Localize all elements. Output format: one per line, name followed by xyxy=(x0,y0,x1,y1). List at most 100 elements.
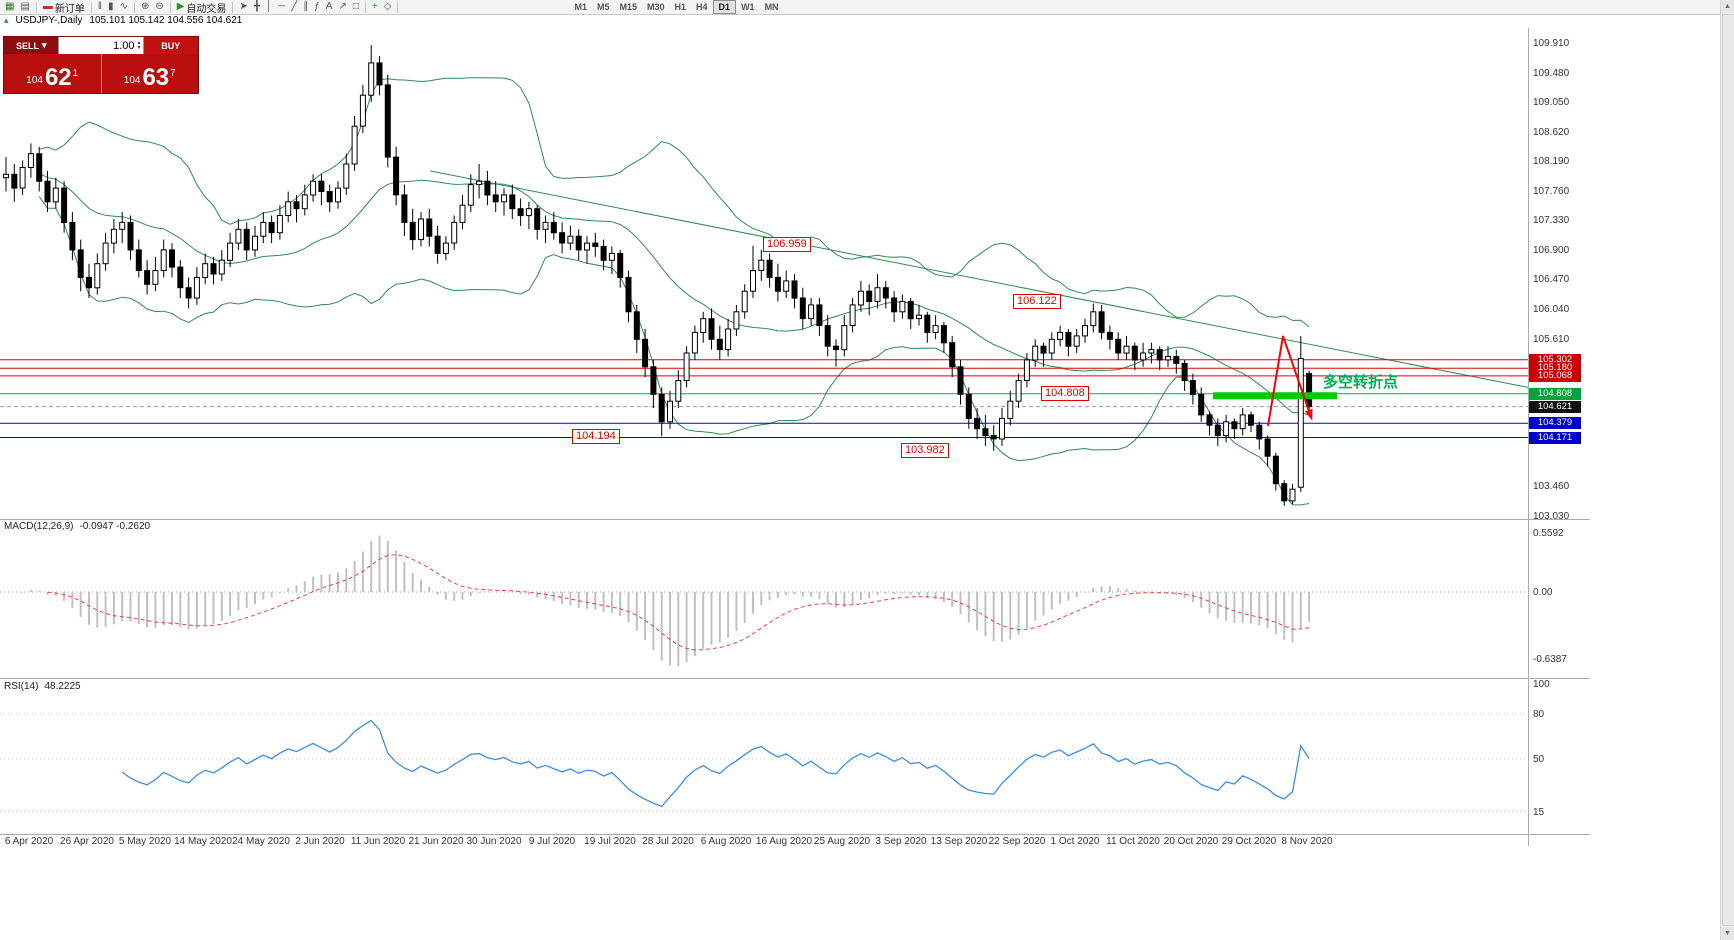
trendline-button[interactable]: ╱ xyxy=(288,1,300,14)
date-axis-label: 28 Jul 2020 xyxy=(642,836,694,847)
bar-chart-button[interactable]: ‖ xyxy=(95,1,105,14)
vertical-line-button[interactable]: │ xyxy=(263,1,275,14)
ask-prefix: 104 xyxy=(123,75,141,86)
vertical-scrollbar[interactable]: ▲ ▼ xyxy=(1720,0,1734,940)
price-axis-label: 109.480 xyxy=(1533,68,1570,79)
rsi-axis-label: 15 xyxy=(1533,807,1545,818)
crosshair-button[interactable]: ╋ xyxy=(251,1,263,14)
shapes-button[interactable]: □ xyxy=(350,1,362,14)
rsi-axis-label: 80 xyxy=(1533,709,1545,720)
trendline-icon: ╱ xyxy=(291,1,298,12)
price-annotation[interactable]: 103.982 xyxy=(901,443,949,458)
timeframe-d1-button[interactable]: D1 xyxy=(712,0,737,14)
horizontal-line-button[interactable]: ─ xyxy=(275,1,288,14)
date-axis-label: 11 Jun 2020 xyxy=(350,836,406,847)
buy-button-label: BUY xyxy=(161,40,181,51)
price-annotation[interactable]: 106.959 xyxy=(763,237,811,252)
new-chart-icon: ▦ xyxy=(5,1,15,12)
buy-button[interactable]: BUY xyxy=(143,37,198,54)
macd-indicator-label: MACD(12,26,9) -0.0947 -0.2620 xyxy=(4,521,150,532)
buy-price-button[interactable]: 104 63 7 xyxy=(101,54,198,93)
panel-separator[interactable] xyxy=(0,678,1590,679)
indicators-icon: + xyxy=(371,1,378,12)
price-axis-label: 109.050 xyxy=(1533,97,1570,108)
trade-panel-top-row: SELL ▾ 1.00 ▴ ▾ BUY xyxy=(4,37,198,54)
bar-chart-icon: ‖ xyxy=(97,1,103,12)
sell-price-button[interactable]: 104 62 1 xyxy=(4,54,102,93)
arrow-tool-button[interactable]: ↗ xyxy=(335,1,349,14)
sell-dropdown-icon: ▾ xyxy=(41,40,47,50)
price-axis-label: 107.760 xyxy=(1533,186,1570,197)
auto-trading-button[interactable]: ▶ 自动交易 xyxy=(174,1,230,15)
timeframe-h1-button[interactable]: H1 xyxy=(674,2,687,12)
price-axis-label: 107.330 xyxy=(1533,215,1570,226)
shapes-icon: □ xyxy=(352,1,359,12)
arrow-tool-icon: ↗ xyxy=(338,1,347,12)
price-annotation[interactable]: 104.808 xyxy=(1041,386,1089,401)
price-axis-label: 108.620 xyxy=(1533,127,1570,138)
timeframe-m30-button[interactable]: M30 xyxy=(647,2,665,12)
candlestick-chart-icon: ▮ xyxy=(108,1,114,12)
date-axis-label: 1 Oct 2020 xyxy=(1050,836,1100,847)
profiles-button[interactable]: ▤ xyxy=(17,1,32,14)
auto-trading-button-label: 自动交易 xyxy=(186,3,227,15)
price-chart-canvas[interactable] xyxy=(0,28,1528,520)
timeframe-w1-button[interactable]: W1 xyxy=(741,2,755,12)
sell-button[interactable]: SELL ▾ xyxy=(4,37,59,54)
line-chart-icon: ∿ xyxy=(119,1,128,12)
timeframe-m5-button[interactable]: M5 xyxy=(596,2,610,12)
date-axis-label: 13 Sep 2020 xyxy=(930,836,988,847)
zoom-out-button[interactable]: ⊖ xyxy=(152,1,166,14)
text-button[interactable]: A xyxy=(323,1,336,14)
date-axis-label: 24 May 2020 xyxy=(232,836,290,847)
period-button[interactable]: ◇ xyxy=(381,1,395,14)
volume-field[interactable]: 1.00 ▴ ▾ xyxy=(58,37,144,54)
rsi-panel-canvas[interactable] xyxy=(0,680,1528,836)
spinner-down-icon[interactable]: ▾ xyxy=(137,44,141,51)
macd-panel-canvas[interactable] xyxy=(0,520,1528,678)
macd-axis-label: -0.6387 xyxy=(1533,654,1567,665)
timeframe-m15-button[interactable]: M15 xyxy=(619,2,637,12)
fibonacci-icon: ƒ xyxy=(314,1,320,12)
new-order-button[interactable]: ▬ 新订单 xyxy=(40,1,88,15)
cursor-button[interactable]: ➤ xyxy=(236,1,250,14)
price-annotation[interactable]: 104.194 xyxy=(572,429,620,444)
date-axis-label: 6 Aug 2020 xyxy=(700,836,752,847)
bid-pipette: 1 xyxy=(72,68,79,79)
auto-trading-icon: ▶ xyxy=(176,1,185,12)
scrollbar-thumb[interactable] xyxy=(1722,14,1734,926)
timeframe-h4-button[interactable]: H4 xyxy=(696,2,708,12)
toolbar-separator xyxy=(133,1,135,13)
candlestick-chart-button[interactable]: ▮ xyxy=(105,1,117,14)
price-axis-label: 106.900 xyxy=(1533,245,1570,256)
price-axis-label: 106.040 xyxy=(1533,304,1570,315)
price-tag: 104.171 xyxy=(1529,432,1581,444)
new-chart-button[interactable]: ▦ xyxy=(2,1,17,14)
date-axis-label: 6 Apr 2020 xyxy=(4,836,54,847)
horizontal-line-icon: ─ xyxy=(278,1,286,12)
macd-axis-label: 0.00 xyxy=(1533,587,1553,598)
macd-name: MACD(12,26,9) xyxy=(4,521,74,532)
timeframe-m1-button[interactable]: M1 xyxy=(574,2,587,12)
scroll-up-button[interactable]: ▲ xyxy=(1721,0,1734,13)
volume-spinner[interactable]: ▴ ▾ xyxy=(137,39,141,51)
toolbar-separator xyxy=(397,1,399,13)
ask-big-digits: 63 xyxy=(142,64,170,91)
zoom-in-button[interactable]: ⊕ xyxy=(138,1,152,14)
date-axis-label: 9 Jul 2020 xyxy=(528,836,576,847)
panel-separator[interactable] xyxy=(0,519,1590,520)
spinner-up-icon[interactable]: ▴ xyxy=(137,39,141,46)
price-axis-label: 103.030 xyxy=(1533,511,1570,522)
vertical-line-icon: │ xyxy=(265,1,273,12)
fibonacci-button[interactable]: ƒ xyxy=(311,1,323,14)
zoom-in-icon: ⊕ xyxy=(140,1,150,12)
scroll-down-button[interactable]: ▼ xyxy=(1721,927,1734,940)
indicators-button[interactable]: + xyxy=(369,1,381,14)
line-chart-button[interactable]: ∿ xyxy=(117,1,131,14)
price-annotation[interactable]: 106.122 xyxy=(1013,294,1061,309)
annotation-note[interactable]: 多空转折点 xyxy=(1323,374,1399,391)
timeframe-mn-button[interactable]: MN xyxy=(764,2,779,12)
channel-button[interactable]: ∥ xyxy=(300,1,311,14)
price-axis-label: 108.190 xyxy=(1533,156,1570,167)
